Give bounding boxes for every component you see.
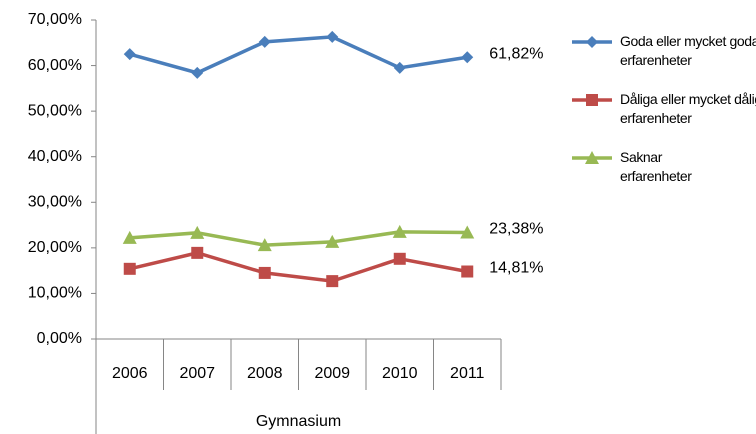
value-label: 23,38%	[489, 221, 543, 238]
x-tick-label: 2011	[450, 365, 485, 382]
series-line	[129, 230, 468, 247]
legend-marker	[586, 36, 598, 48]
data-point	[191, 246, 204, 259]
data-point	[461, 51, 474, 64]
data-point	[123, 262, 136, 275]
data-point	[190, 225, 205, 239]
y-tick-label: 40,00%	[28, 148, 82, 165]
x-tick-label: 2007	[179, 365, 215, 382]
data-point	[191, 66, 204, 79]
series-line	[129, 251, 468, 283]
y-tick-label: 0,00%	[37, 330, 82, 347]
x-tick-label: 2010	[382, 365, 418, 382]
legend-marker	[585, 151, 599, 164]
y-tick-label: 10,00%	[28, 285, 82, 302]
x-tick-label: 2009	[314, 365, 350, 382]
legend-label: Dåliga eller mycket dåliga erfarenheter	[620, 91, 756, 126]
data-point	[393, 61, 406, 74]
legend-marker	[586, 94, 598, 106]
series-line	[129, 35, 468, 75]
y-tick-label: 60,00%	[28, 57, 82, 74]
y-tick-label: 50,00%	[28, 102, 82, 119]
value-label: 14,81%	[489, 260, 543, 277]
legend-label: Goda eller mycket goda erfarenheter	[620, 33, 756, 68]
data-point	[326, 30, 339, 43]
data-point	[257, 238, 272, 252]
y-tick-label: 70,00%	[28, 11, 82, 28]
y-tick-label: 30,00%	[28, 194, 82, 211]
data-point	[326, 275, 339, 288]
data-point	[393, 252, 406, 265]
data-point	[258, 266, 271, 279]
group-label: Gymnasium	[256, 413, 341, 430]
y-tick-label: 20,00%	[28, 239, 82, 256]
x-tick-label: 2006	[112, 365, 148, 382]
data-point	[392, 224, 407, 238]
data-point	[461, 265, 474, 278]
data-point	[122, 230, 137, 244]
data-point	[460, 225, 475, 239]
data-point	[123, 48, 136, 61]
data-point	[258, 35, 271, 48]
legend-label: Saknar erfarenheter	[620, 149, 692, 184]
data-point	[325, 234, 340, 248]
value-label: 61,82%	[489, 45, 543, 62]
x-tick-label: 2008	[247, 365, 283, 382]
